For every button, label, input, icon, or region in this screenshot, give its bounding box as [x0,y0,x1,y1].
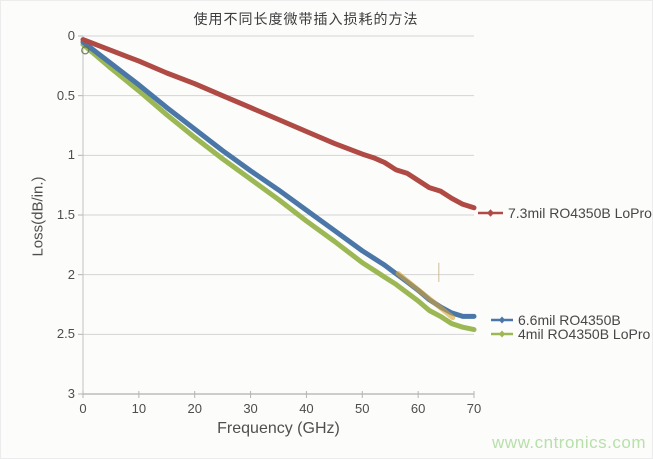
y-tick-label: 1.5 [56,207,75,222]
series-line-0 [80,41,477,333]
legend-item-6-6mil: 6.6mil RO4350B [491,312,621,328]
origin-circle-marker [81,46,90,55]
y-tick-label: 2 [67,266,75,282]
x-tick-label: 30 [243,401,258,416]
x-tick-label: 20 [187,401,202,416]
x-tick-label: 0 [79,401,87,416]
legend-marker-blue-icon [491,316,513,324]
y-tick-label: 1 [67,147,75,163]
legend-label: 4mil RO4350B LoPro [518,326,651,342]
x-axis-label: Frequency (GHz) [217,420,340,437]
x-tick-label: 40 [299,401,314,416]
x-tick-label: 10 [131,401,147,416]
chart-title: 使用不同长度微带插入损耗的方法 [193,11,419,27]
x-tick-label: 60 [410,401,426,416]
legend-label: 6.6mil RO4350B [518,312,621,328]
legend-label: 7.3mil RO4350B LoPro [508,205,652,221]
y-tick-label: 0.5 [56,87,75,103]
legend-marker-red-icon [478,209,503,217]
highlight-streak [395,270,456,321]
x-tick-label: 70 [466,401,482,416]
y-tick-label: 3 [67,386,75,401]
x-tick-label: 50 [355,401,370,416]
y-tick-label: 0 [67,28,75,43]
y-tick-label: 2.5 [56,326,75,342]
watermark-text: www.cntronics.com [492,433,646,452]
legend-marker-green-icon [491,330,513,338]
series-line-2 [80,37,477,211]
legend-item-7-3mil: 7.3mil RO4350B LoPro [478,205,652,221]
legend-item-4mil: 4mil RO4350B LoPro [491,326,650,342]
